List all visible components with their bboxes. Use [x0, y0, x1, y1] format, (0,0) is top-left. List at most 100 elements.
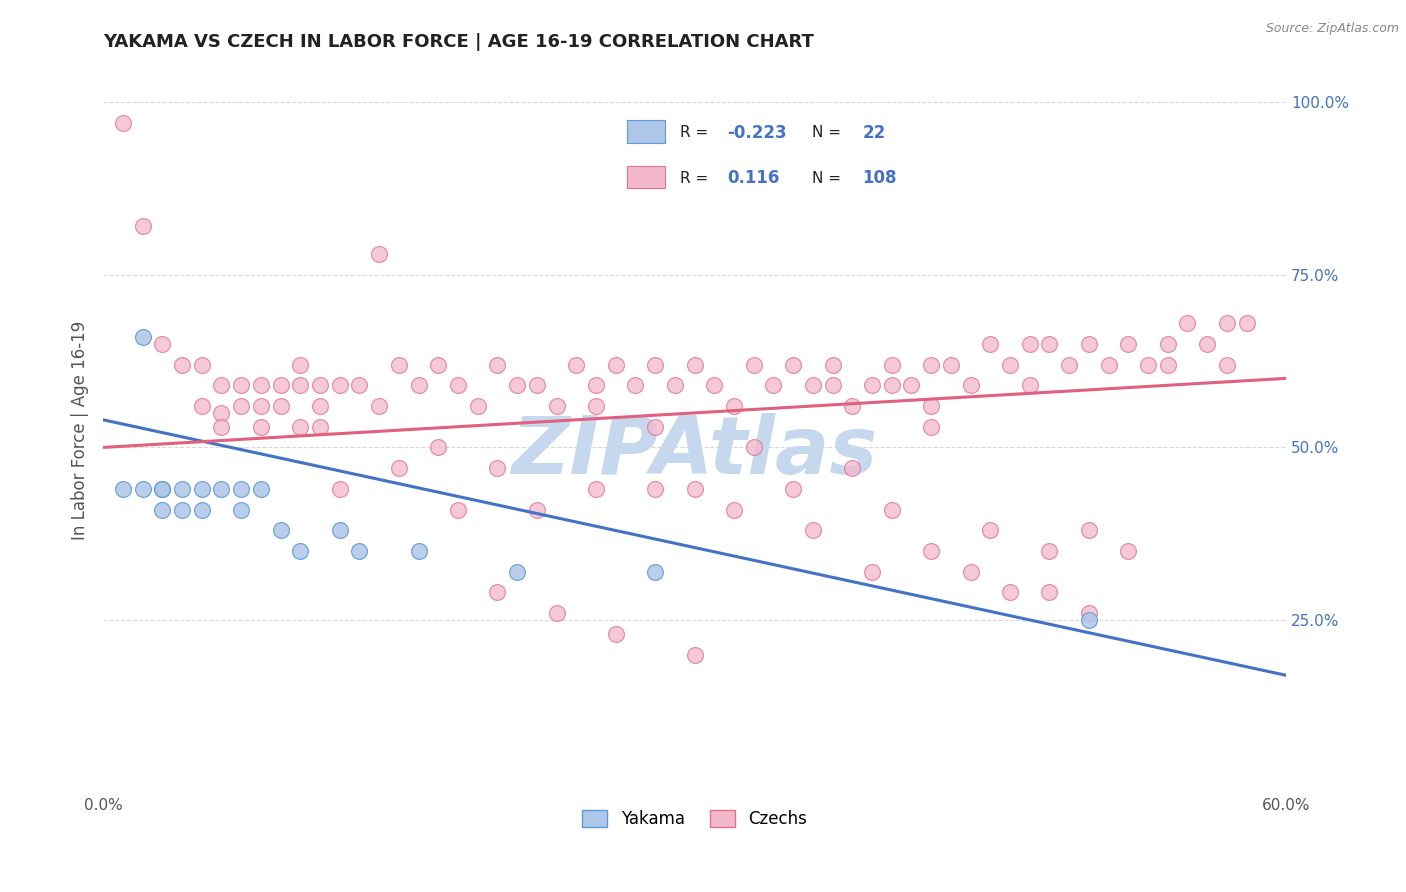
Point: [546, 399, 568, 413]
Point: [920, 358, 942, 372]
Point: [486, 585, 509, 599]
Point: [841, 399, 863, 413]
Point: [229, 482, 252, 496]
Point: [170, 502, 193, 516]
Point: [1077, 613, 1099, 627]
Point: [1216, 316, 1239, 330]
Point: [585, 482, 607, 496]
Point: [801, 378, 824, 392]
Point: [1197, 336, 1219, 351]
Point: [506, 565, 529, 579]
Point: [290, 419, 312, 434]
Point: [1216, 358, 1239, 372]
Point: [170, 482, 193, 496]
Point: [229, 378, 252, 392]
Point: [1156, 336, 1178, 351]
Point: [723, 399, 745, 413]
Point: [723, 502, 745, 516]
Point: [368, 399, 391, 413]
Y-axis label: In Labor Force | Age 16-19: In Labor Force | Age 16-19: [72, 320, 89, 540]
Point: [585, 378, 607, 392]
Point: [644, 565, 666, 579]
Point: [150, 336, 173, 351]
Point: [821, 358, 844, 372]
Point: [329, 523, 352, 537]
Point: [388, 358, 411, 372]
Point: [801, 523, 824, 537]
Point: [250, 482, 273, 496]
Point: [190, 502, 212, 516]
Point: [841, 461, 863, 475]
Point: [150, 482, 173, 496]
Point: [605, 627, 627, 641]
Point: [782, 482, 804, 496]
Point: [1038, 336, 1060, 351]
Point: [250, 378, 273, 392]
Point: [644, 482, 666, 496]
Point: [1236, 316, 1258, 330]
Point: [150, 502, 173, 516]
Point: [209, 406, 232, 420]
Point: [209, 482, 232, 496]
Point: [447, 502, 470, 516]
Point: [270, 399, 292, 413]
Point: [329, 378, 352, 392]
Point: [880, 502, 903, 516]
Point: [742, 441, 765, 455]
Point: [1177, 316, 1199, 330]
Point: [998, 585, 1021, 599]
Point: [1077, 606, 1099, 620]
Point: [920, 419, 942, 434]
Point: [368, 247, 391, 261]
Point: [703, 378, 725, 392]
Text: ZIPAtlas: ZIPAtlas: [512, 413, 877, 491]
Point: [427, 358, 450, 372]
Point: [150, 482, 173, 496]
Point: [959, 378, 981, 392]
Point: [1077, 336, 1099, 351]
Point: [250, 399, 273, 413]
Point: [209, 378, 232, 392]
Point: [683, 482, 706, 496]
Point: [664, 378, 686, 392]
Point: [920, 399, 942, 413]
Point: [209, 419, 232, 434]
Point: [644, 419, 666, 434]
Point: [408, 378, 430, 392]
Point: [290, 378, 312, 392]
Point: [821, 378, 844, 392]
Point: [1116, 544, 1139, 558]
Point: [526, 502, 548, 516]
Point: [624, 378, 647, 392]
Point: [190, 482, 212, 496]
Point: [1077, 523, 1099, 537]
Point: [979, 523, 1001, 537]
Point: [605, 358, 627, 372]
Point: [270, 523, 292, 537]
Point: [170, 358, 193, 372]
Point: [782, 358, 804, 372]
Point: [447, 378, 470, 392]
Point: [644, 358, 666, 372]
Point: [250, 419, 273, 434]
Point: [585, 399, 607, 413]
Point: [427, 441, 450, 455]
Point: [683, 648, 706, 662]
Point: [998, 358, 1021, 372]
Point: [131, 482, 153, 496]
Point: [131, 330, 153, 344]
Point: [920, 544, 942, 558]
Point: [880, 378, 903, 392]
Point: [939, 358, 962, 372]
Point: [111, 116, 134, 130]
Text: Source: ZipAtlas.com: Source: ZipAtlas.com: [1265, 22, 1399, 36]
Point: [900, 378, 922, 392]
Text: YAKAMA VS CZECH IN LABOR FORCE | AGE 16-19 CORRELATION CHART: YAKAMA VS CZECH IN LABOR FORCE | AGE 16-…: [103, 33, 814, 51]
Point: [683, 358, 706, 372]
Point: [959, 565, 981, 579]
Point: [309, 378, 332, 392]
Point: [1116, 336, 1139, 351]
Point: [880, 358, 903, 372]
Point: [329, 482, 352, 496]
Point: [349, 378, 371, 392]
